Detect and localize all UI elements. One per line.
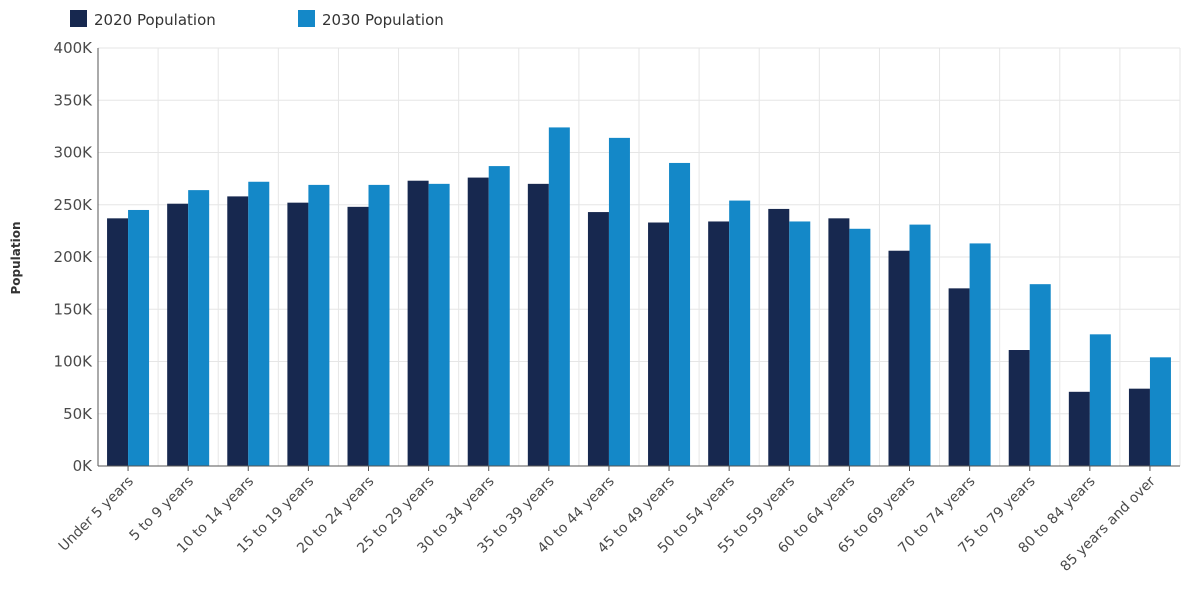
bar-2020 (1068, 391, 1090, 466)
bar-2030 (669, 162, 691, 466)
y-tick-label: 250K (54, 196, 94, 214)
y-tick-label: 0K (73, 457, 94, 475)
bar-2020 (287, 202, 309, 466)
bar-2020 (768, 208, 790, 466)
bar-2030 (368, 184, 390, 466)
bar-2020 (227, 196, 249, 466)
legend-label: 2020 Population (94, 11, 216, 29)
bar-2030 (428, 183, 450, 466)
y-tick-label: 150K (54, 300, 94, 318)
legend: 2020 Population 2030 Population (70, 10, 444, 29)
bar-2020 (948, 288, 970, 466)
y-tick-label: 300K (54, 144, 94, 162)
bar-2030 (248, 181, 270, 466)
bar-2020 (828, 218, 850, 466)
bar-2020 (1008, 350, 1030, 466)
bar-2030 (128, 209, 150, 466)
bar-2030 (188, 190, 210, 466)
bar-2020 (527, 183, 549, 466)
bar-2030 (849, 228, 871, 466)
y-tick-label: 200K (54, 248, 94, 266)
bars (107, 127, 1171, 467)
bar-2030 (969, 243, 991, 466)
grid (98, 47, 1181, 466)
bar-2020 (587, 212, 609, 466)
legend-label: 2030 Population (322, 11, 444, 29)
bar-2030 (1149, 357, 1171, 466)
bar-2020 (888, 250, 910, 466)
bar-2020 (107, 218, 129, 466)
y-tick-label: 50K (63, 405, 93, 423)
bar-2020 (347, 206, 369, 466)
legend-swatch (298, 10, 315, 27)
bar-2030 (548, 127, 570, 467)
bar-2020 (708, 221, 730, 466)
bar-2030 (488, 166, 510, 466)
y-tick-label: 100K (54, 353, 94, 371)
bar-2020 (467, 177, 489, 466)
legend-swatch (70, 10, 87, 27)
bar-2020 (407, 180, 429, 466)
bar-2030 (308, 184, 330, 466)
bar-2020 (167, 203, 189, 466)
bar-2020 (648, 222, 670, 466)
bar-2030 (608, 137, 630, 466)
y-axis-title: Population (9, 221, 23, 294)
bar-2030 (789, 221, 811, 466)
x-tick-label: Under 5 years (56, 474, 137, 555)
bar-2020 (1128, 388, 1150, 466)
bar-2030 (1029, 284, 1051, 466)
y-tick-label: 400K (54, 39, 94, 57)
bar-2030 (1089, 334, 1111, 466)
y-tick-label: 350K (54, 91, 94, 109)
bar-2030 (729, 200, 751, 466)
bar-2030 (909, 224, 931, 466)
